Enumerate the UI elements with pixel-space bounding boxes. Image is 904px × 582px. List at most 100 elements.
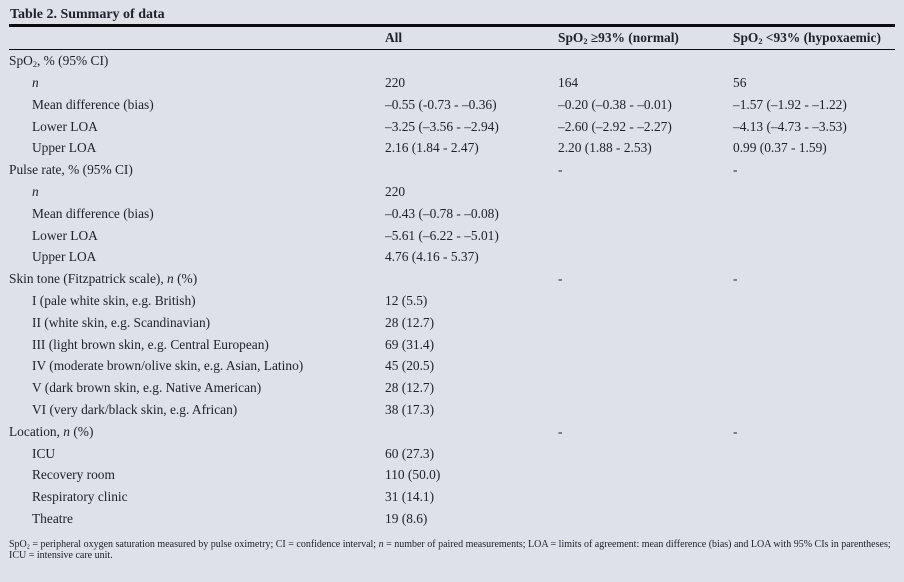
row-label: Skin tone (Fitzpatrick scale), n (%) (9, 271, 385, 287)
label-italic-n: n (32, 183, 39, 199)
row-label: Upper LOA (9, 140, 385, 156)
table-row: Pulse rate, % (95% CI) - - (9, 159, 895, 181)
cell-normal: - (558, 271, 563, 287)
label-text-fragment: (%) (70, 423, 94, 439)
cell-all: –3.25 (–3.56 - –2.94) (385, 118, 499, 134)
label-text-fragment: IV (moderate brown/olive skin, e.g. Asia… (32, 358, 304, 374)
label-text-fragment: ICU (32, 445, 56, 461)
cell-hypoxaemic: 56 (733, 74, 747, 90)
label-text-fragment: Mean difference (bias) (32, 96, 154, 112)
footnote-n-italic: n (378, 538, 384, 550)
subscript-2: 2 (583, 36, 588, 46)
title-rule (9, 24, 895, 27)
cell-all: 110 (50.0) (385, 467, 441, 483)
row-label: Lower LOA (9, 228, 385, 244)
table-row: I (pale white skin, e.g. British) 12 (5.5… (9, 290, 895, 312)
subscript-2: 2 (26, 543, 30, 551)
cell-normal: 164 (558, 74, 579, 90)
label-text-fragment: Location, (9, 423, 64, 439)
label-text-fragment: , % (95% CI) (36, 53, 109, 69)
header-text-fragment: <93% (hypoxaemic) (762, 29, 881, 45)
label-text-fragment: I (pale white skin, e.g. British) (32, 292, 196, 308)
table-row: Theatre 19 (8.6) (9, 508, 895, 530)
table-title: Table 2. Summary of data (10, 7, 165, 22)
table-body: SpO2, % (95% CI) n 220 164 56 Mean difference… (9, 50, 895, 530)
row-label: n (9, 75, 385, 91)
column-header-normal: SpO2 ≥93% (normal) (558, 30, 733, 46)
label-text-fragment: Pulse rate, % (95% CI) (9, 162, 133, 178)
table-row: n 220 (9, 181, 895, 203)
footnote-text-fragment: SpO (9, 538, 27, 550)
cell-normal: –2.60 (–2.92 - –2.27) (558, 118, 672, 134)
cell-all: –0.55 (-0.73 - –0.36) (385, 96, 497, 112)
row-label: Theatre (9, 511, 385, 527)
footnote-text-fragment: = number of paired measurements; LOA = l… (9, 538, 891, 562)
row-label: ICU (9, 446, 385, 462)
table-row: IV (moderate brown/olive skin, e.g. Asia… (9, 355, 895, 377)
row-label: Location, n (%) (9, 424, 385, 440)
table-row: III (light brown skin, e.g. Central Euro… (9, 334, 895, 356)
label-italic-n: n (63, 423, 70, 439)
cell-normal: - (558, 423, 563, 439)
table-footnote: SpO2 = peripheral oxygen saturation meas… (9, 539, 895, 562)
row-label: Pulse rate, % (95% CI) (9, 162, 385, 178)
header-rule (9, 48, 895, 51)
cell-all: 38 (17.3) (385, 401, 435, 417)
label-text-fragment: Respiratory clinic (32, 489, 128, 505)
table-row: n 220 164 56 (9, 72, 895, 94)
label-text-fragment: Recovery room (32, 467, 115, 483)
table-row: ICU 60 (27.3) (9, 443, 895, 465)
label-text-fragment: VI (very dark/black skin, e.g. African) (32, 401, 238, 417)
cell-all: 4.76 (4.16 - 5.37) (385, 249, 479, 265)
table-row: Recovery room 110 (50.0) (9, 464, 895, 486)
header-text-fragment: ≥93% (normal) (587, 29, 679, 45)
label-text-fragment: Theatre (32, 510, 73, 526)
cell-all: 19 (8.6) (385, 510, 428, 526)
table-row: Location, n (%) - - (9, 421, 895, 443)
cell-normal: - (558, 162, 563, 178)
label-italic-n: n (32, 74, 39, 90)
row-label: Respiratory clinic (9, 489, 385, 505)
label-text-fragment: Skin tone (Fitzpatrick scale), (9, 271, 168, 287)
table-row: II (white skin, e.g. Scandinavian) 28 (12… (9, 312, 895, 334)
row-label: n (9, 184, 385, 200)
row-label: Mean difference (bias) (9, 97, 385, 113)
label-text-fragment: III (light brown skin, e.g. Central Euro… (32, 336, 269, 352)
table-row: Skin tone (Fitzpatrick scale), n (%) - - (9, 268, 895, 290)
cell-all: 28 (12.7) (385, 380, 435, 396)
cell-all: 220 (385, 74, 406, 90)
cell-all: 220 (385, 183, 406, 199)
cell-all: 2.16 (1.84 - 2.47) (385, 140, 479, 156)
cell-hypoxaemic: - (733, 162, 738, 178)
cell-normal: –0.20 (–0.38 - –0.01) (558, 96, 672, 112)
label-text-fragment: Mean difference (bias) (32, 205, 154, 221)
cell-hypoxaemic: 0.99 (0.37 - 1.59) (733, 140, 827, 156)
subscript-2: 2 (758, 36, 763, 46)
row-label: I (pale white skin, e.g. British) (9, 293, 385, 309)
cell-all: –0.43 (–0.78 - –0.08) (385, 205, 499, 221)
table-row: Lower LOA –3.25 (–3.56 - –2.94) –2.60 (–2.… (9, 116, 895, 138)
row-label: II (white skin, e.g. Scandinavian) (9, 315, 385, 331)
row-label: VI (very dark/black skin, e.g. African) (9, 402, 385, 418)
cell-all: 31 (14.1) (385, 489, 435, 505)
table-row: V (dark brown skin, e.g. Native American… (9, 377, 895, 399)
table-row: Lower LOA –5.61 (–6.22 - –5.01) (9, 225, 895, 247)
row-label: Mean difference (bias) (9, 206, 385, 222)
table-row: Respiratory clinic 31 (14.1) (9, 486, 895, 508)
label-italic-n: n (167, 271, 174, 287)
table-row: Mean difference (bias) –0.55 (-0.73 - –0.… (9, 94, 895, 116)
row-label: III (light brown skin, e.g. Central Euro… (9, 337, 385, 353)
row-label: Recovery room (9, 467, 385, 483)
cell-all: 12 (5.5) (385, 292, 428, 308)
column-header-all: All (385, 29, 403, 45)
column-header-hypoxaemic: SpO2 <93% (hypoxaemic) (733, 30, 895, 46)
cell-all: 60 (27.3) (385, 445, 435, 461)
table-header: All SpO2 ≥93% (normal) SpO2 <93% (hypoxa… (9, 27, 895, 49)
row-label: Upper LOA (9, 249, 385, 265)
row-label: V (dark brown skin, e.g. Native American… (9, 380, 385, 396)
row-label: IV (moderate brown/olive skin, e.g. Asia… (9, 358, 385, 374)
label-text-fragment: Lower LOA (32, 118, 98, 134)
label-text-fragment: V (dark brown skin, e.g. Native American… (32, 380, 262, 396)
table-row: Upper LOA 2.16 (1.84 - 2.47) 2.20 (1.88 - … (9, 137, 895, 159)
